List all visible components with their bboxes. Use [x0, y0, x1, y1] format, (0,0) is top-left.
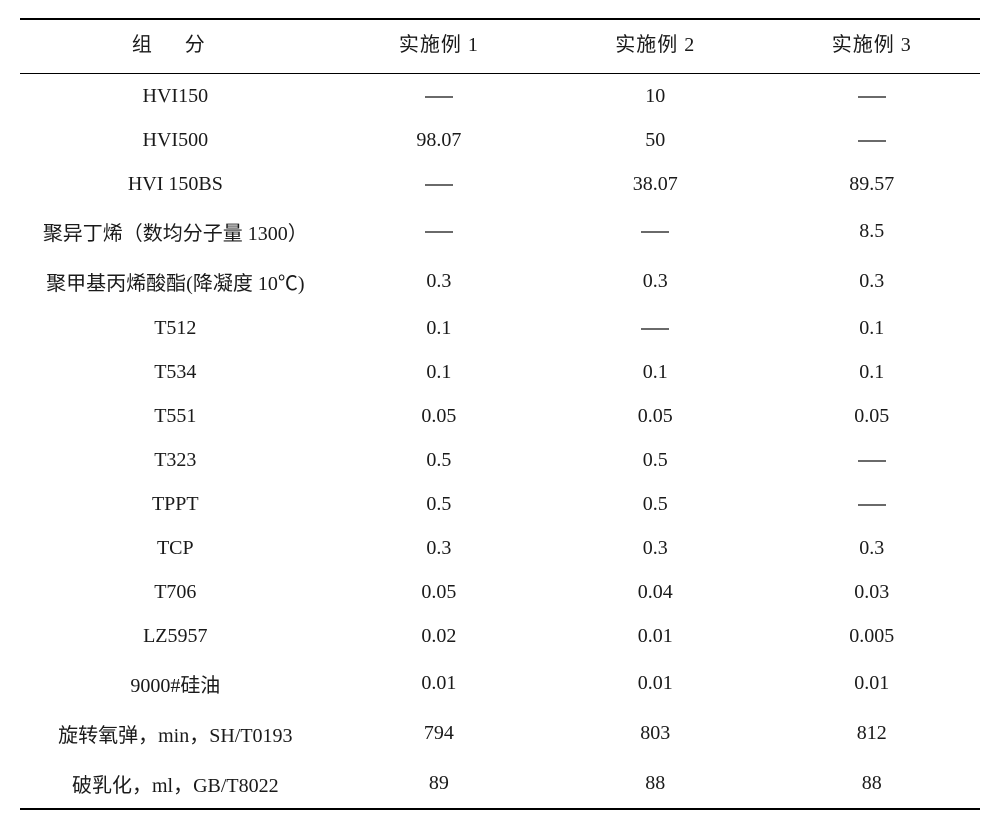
row-label: TPPT — [20, 482, 331, 526]
table-row: 聚甲基丙烯酸酯(降凝度 10℃)0.30.30.3 — [20, 256, 980, 306]
table-cell: 0.05 — [331, 394, 547, 438]
row-label: T551 — [20, 394, 331, 438]
row-label: T512 — [20, 306, 331, 350]
table-cell: 0.03 — [764, 570, 980, 614]
row-label: 破乳化，ml，GB/T8022 — [20, 758, 331, 809]
table-cell: 38.07 — [547, 162, 763, 206]
table-row: 破乳化，ml，GB/T8022898888 — [20, 758, 980, 809]
table-cell — [331, 206, 547, 256]
row-label: 9000#硅油 — [20, 658, 331, 708]
table-cell — [547, 206, 763, 256]
col-header-ex2: 实施例 2 — [547, 19, 763, 74]
table-row: T3230.50.5 — [20, 438, 980, 482]
table-cell — [331, 162, 547, 206]
table-cell: 8.5 — [764, 206, 980, 256]
row-label: TCP — [20, 526, 331, 570]
dash-icon — [641, 328, 669, 330]
table-cell: 0.05 — [547, 394, 763, 438]
col-header-component: 组 分 — [20, 19, 331, 74]
dash-icon — [858, 96, 886, 98]
table-row: T5340.10.10.1 — [20, 350, 980, 394]
row-label: 聚甲基丙烯酸酯(降凝度 10℃) — [20, 256, 331, 306]
table-cell: 0.05 — [331, 570, 547, 614]
table-cell: 50 — [547, 118, 763, 162]
table-cell: 0.3 — [764, 256, 980, 306]
table-cell: 0.3 — [547, 526, 763, 570]
table-cell: 0.01 — [764, 658, 980, 708]
row-label: HVI 150BS — [20, 162, 331, 206]
table-cell: 0.5 — [547, 438, 763, 482]
table-cell: 0.3 — [764, 526, 980, 570]
row-label: T706 — [20, 570, 331, 614]
table-row: T7060.050.040.03 — [20, 570, 980, 614]
table-cell — [764, 74, 980, 119]
dash-icon — [858, 504, 886, 506]
table-cell: 0.005 — [764, 614, 980, 658]
table-cell: 803 — [547, 708, 763, 758]
table-cell: 0.1 — [331, 350, 547, 394]
table-row: LZ59570.020.010.005 — [20, 614, 980, 658]
col-header-ex1: 实施例 1 — [331, 19, 547, 74]
table-body: HVI15010HVI50098.0750HVI 150BS38.0789.57… — [20, 74, 980, 810]
table-cell — [547, 306, 763, 350]
composition-table: 组 分 实施例 1 实施例 2 实施例 3 HVI15010HVI50098.0… — [20, 18, 980, 810]
table-cell: 89 — [331, 758, 547, 809]
table-cell — [764, 482, 980, 526]
dash-icon — [858, 460, 886, 462]
table-cell: 0.5 — [331, 482, 547, 526]
table-cell: 0.1 — [331, 306, 547, 350]
table-cell — [764, 438, 980, 482]
table-row: HVI 150BS 38.0789.57 — [20, 162, 980, 206]
table-row: 旋转氧弹，min，SH/T0193794803812 — [20, 708, 980, 758]
table-cell: 0.02 — [331, 614, 547, 658]
table-cell: 98.07 — [331, 118, 547, 162]
table-cell: 0.01 — [547, 658, 763, 708]
table-cell — [331, 74, 547, 119]
dash-icon — [425, 184, 453, 186]
table-cell: 0.1 — [547, 350, 763, 394]
table-cell: 0.01 — [547, 614, 763, 658]
table-cell: 0.3 — [547, 256, 763, 306]
table-cell — [764, 118, 980, 162]
table-cell: 0.1 — [764, 350, 980, 394]
table-row: HVI50098.0750 — [20, 118, 980, 162]
table-row: T5120.10.1 — [20, 306, 980, 350]
row-label: 聚异丁烯（数均分子量 1300） — [20, 206, 331, 256]
table-cell: 0.5 — [331, 438, 547, 482]
table-row: 9000#硅油0.010.010.01 — [20, 658, 980, 708]
row-label: HVI500 — [20, 118, 331, 162]
table-cell: 10 — [547, 74, 763, 119]
row-label: HVI150 — [20, 74, 331, 119]
table-cell: 0.04 — [547, 570, 763, 614]
table-cell: 88 — [764, 758, 980, 809]
table-row: HVI150 10 — [20, 74, 980, 119]
table-cell: 794 — [331, 708, 547, 758]
dash-icon — [858, 140, 886, 142]
table-cell: 89.57 — [764, 162, 980, 206]
row-label: 旋转氧弹，min，SH/T0193 — [20, 708, 331, 758]
table-cell: 88 — [547, 758, 763, 809]
table-cell: 0.3 — [331, 526, 547, 570]
dash-icon — [641, 231, 669, 233]
row-label: T323 — [20, 438, 331, 482]
table-header: 组 分 实施例 1 实施例 2 实施例 3 — [20, 19, 980, 74]
table-row: TPPT0.50.5 — [20, 482, 980, 526]
table-cell: 0.1 — [764, 306, 980, 350]
table-row: TCP0.30.30.3 — [20, 526, 980, 570]
dash-icon — [425, 96, 453, 98]
col-header-ex3: 实施例 3 — [764, 19, 980, 74]
page-container: 组 分 实施例 1 实施例 2 实施例 3 HVI15010HVI50098.0… — [0, 0, 1000, 817]
table-cell: 0.5 — [547, 482, 763, 526]
row-label: LZ5957 — [20, 614, 331, 658]
table-row: 聚异丁烯（数均分子量 1300） 8.5 — [20, 206, 980, 256]
table-row: T5510.050.050.05 — [20, 394, 980, 438]
header-row: 组 分 实施例 1 实施例 2 实施例 3 — [20, 19, 980, 74]
table-cell: 0.05 — [764, 394, 980, 438]
table-cell: 0.01 — [331, 658, 547, 708]
row-label: T534 — [20, 350, 331, 394]
table-cell: 812 — [764, 708, 980, 758]
table-cell: 0.3 — [331, 256, 547, 306]
dash-icon — [425, 231, 453, 233]
